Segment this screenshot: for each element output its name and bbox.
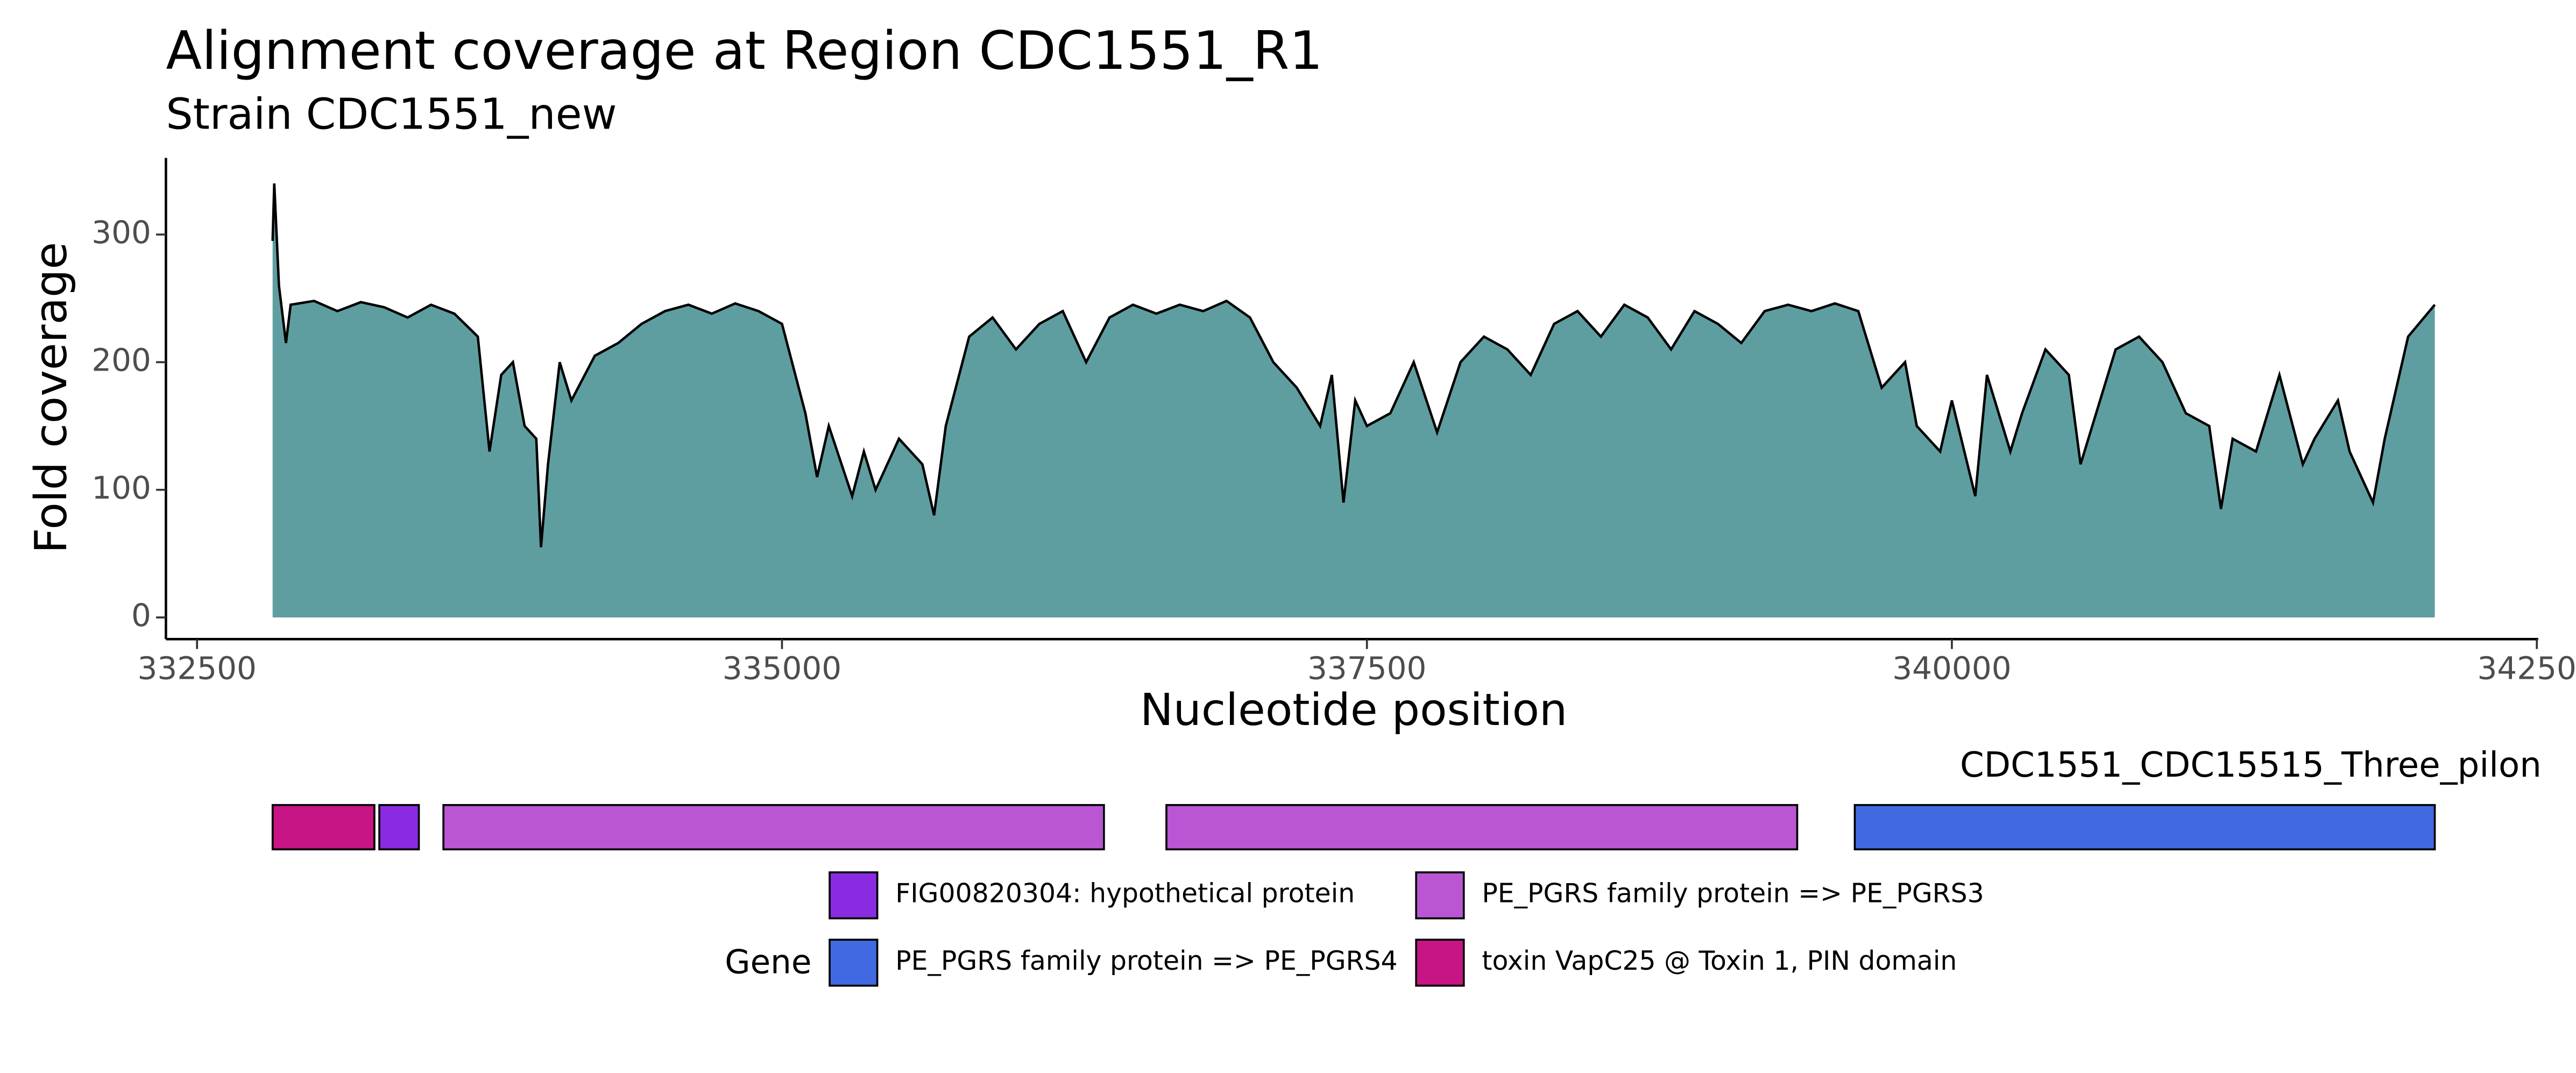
legend-label: FIG00820304: hypothetical protein [895,878,1355,909]
x-axis-title: Nucleotide position [1140,684,1567,736]
y-tick-label: 100 [91,470,151,506]
gene-feature [271,804,376,851]
gene-feature [1165,804,1799,851]
coverage-area [272,183,2435,618]
gene-feature [1853,804,2436,851]
x-tick-label: 332500 [138,650,257,686]
x-tick-label: 340000 [1892,650,2011,686]
legend-label: toxin VapC25 @ Toxin 1, PIN domain [1482,946,1957,976]
y-tick-label: 200 [91,342,151,378]
legend-swatch [1415,939,1465,987]
chart-subtitle: Strain CDC1551_new [166,89,617,139]
y-tick-label: 300 [91,214,151,251]
coverage-line [271,183,2436,548]
x-tick-label: 337500 [1307,650,1426,686]
x-tick-label: 335000 [723,650,841,686]
chart-title: Alignment coverage at Region CDC1551_R1 [166,20,1322,82]
legend-swatch [829,939,879,987]
y-axis-title: Fold coverage [25,242,77,553]
x-tick-label: 342500 [2477,650,2576,686]
legend-title: Gene [725,943,811,982]
legend-label: PE_PGRS family protein => PE_PGRS3 [1482,878,1984,909]
gene-feature [378,804,420,851]
legend-swatch [829,871,879,920]
track-label: CDC1551_CDC15515_Three_pilon [1960,745,2542,785]
gene-feature [442,804,1105,851]
y-tick-label: 0 [131,597,151,634]
legend-swatch [1415,871,1465,920]
legend-label: PE_PGRS family protein => PE_PGRS4 [895,946,1397,976]
